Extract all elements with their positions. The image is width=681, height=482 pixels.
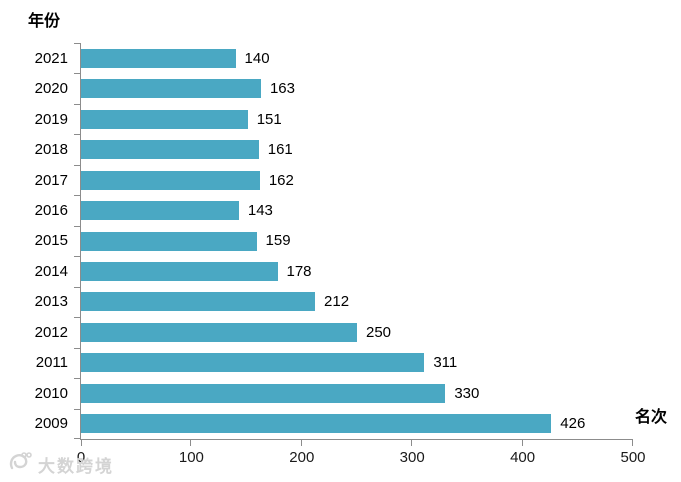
bar xyxy=(81,383,446,403)
y-axis-title: 年份 xyxy=(28,13,61,30)
x-axis-tick xyxy=(411,440,413,446)
y-axis-tick-label: 2019 xyxy=(34,110,68,128)
bar xyxy=(81,414,552,434)
bar xyxy=(81,48,236,68)
y-axis-tick-label: 2017 xyxy=(34,171,68,189)
x-axis-tick-label: 300 xyxy=(399,449,425,466)
y-axis-tick xyxy=(74,195,81,197)
y-axis-tick xyxy=(74,256,81,258)
watermark-logo-icon xyxy=(8,450,34,479)
bar-value-label: 330 xyxy=(454,384,480,402)
y-axis-tick-label: 2010 xyxy=(34,384,68,402)
y-axis-tick xyxy=(74,347,81,349)
y-axis-tick-label: 2018 xyxy=(34,141,68,159)
y-axis-tick xyxy=(74,164,81,166)
y-axis-tick xyxy=(74,103,81,105)
y-axis-tick xyxy=(74,73,81,75)
y-axis-tick xyxy=(74,317,81,319)
y-axis-tick-label: 2013 xyxy=(34,293,68,311)
y-axis-tick xyxy=(74,43,81,44)
y-axis-tick xyxy=(74,408,81,410)
x-axis-tick-label: 0 xyxy=(76,449,86,466)
x-axis-tick xyxy=(521,440,523,446)
bar xyxy=(81,109,248,129)
bar xyxy=(81,322,357,342)
bar-value-label: 250 xyxy=(366,323,392,341)
x-axis-tick xyxy=(190,440,192,446)
x-axis-tick-label: 400 xyxy=(510,449,536,466)
y-axis-tick xyxy=(74,286,81,288)
bar xyxy=(81,170,260,190)
x-axis-tick-label: 500 xyxy=(620,449,646,466)
bar xyxy=(81,201,239,221)
y-axis-tick-label: 2009 xyxy=(34,415,68,433)
bar xyxy=(81,79,261,99)
y-axis-tick xyxy=(74,134,81,136)
y-axis-tick-label: 2011 xyxy=(35,354,68,372)
bar xyxy=(81,292,316,312)
bar xyxy=(81,261,278,281)
x-axis-tick xyxy=(632,440,633,446)
bar xyxy=(81,353,425,373)
bar-value-label: 140 xyxy=(244,49,270,67)
y-axis-labels: 2021 2020 2019 2018 2017 2016 2015 2014 2013 2012… xyxy=(0,43,68,439)
y-axis-tick xyxy=(74,225,81,227)
y-axis-tick-label: 2021 xyxy=(34,49,68,67)
x-axis-tick-label: 100 xyxy=(178,449,204,466)
bar-value-label: 143 xyxy=(247,202,273,220)
y-axis-tick xyxy=(74,438,81,439)
bar-value-label: 178 xyxy=(286,262,312,280)
x-axis-tick xyxy=(81,440,82,446)
bar-value-label: 162 xyxy=(268,171,294,189)
bar-value-label: 426 xyxy=(560,415,586,433)
bar-value-label: 159 xyxy=(265,232,291,250)
y-axis-tick-label: 2014 xyxy=(34,262,68,280)
x-axis-tick xyxy=(300,440,302,446)
y-axis-tick-label: 2020 xyxy=(34,80,68,98)
y-axis-tick xyxy=(74,378,81,380)
bar-value-label: 161 xyxy=(267,141,293,159)
x-axis-title: 名次 xyxy=(635,409,668,426)
plot-area: 140 163 151 161 162 143 159 178 212 250 311 330 426 0… xyxy=(74,43,646,466)
y-axis-tick-label: 2016 xyxy=(34,202,68,220)
bar-value-label: 163 xyxy=(269,80,295,98)
bar-value-label: 311 xyxy=(433,354,458,372)
bar-value-label: 212 xyxy=(324,293,350,311)
bar xyxy=(81,140,259,160)
x-axis-tick-label: 200 xyxy=(289,449,315,466)
y-axis-tick-label: 2012 xyxy=(34,323,68,341)
bar xyxy=(81,231,257,251)
y-axis-tick-label: 2015 xyxy=(34,232,68,250)
bar-value-label: 151 xyxy=(256,110,282,128)
